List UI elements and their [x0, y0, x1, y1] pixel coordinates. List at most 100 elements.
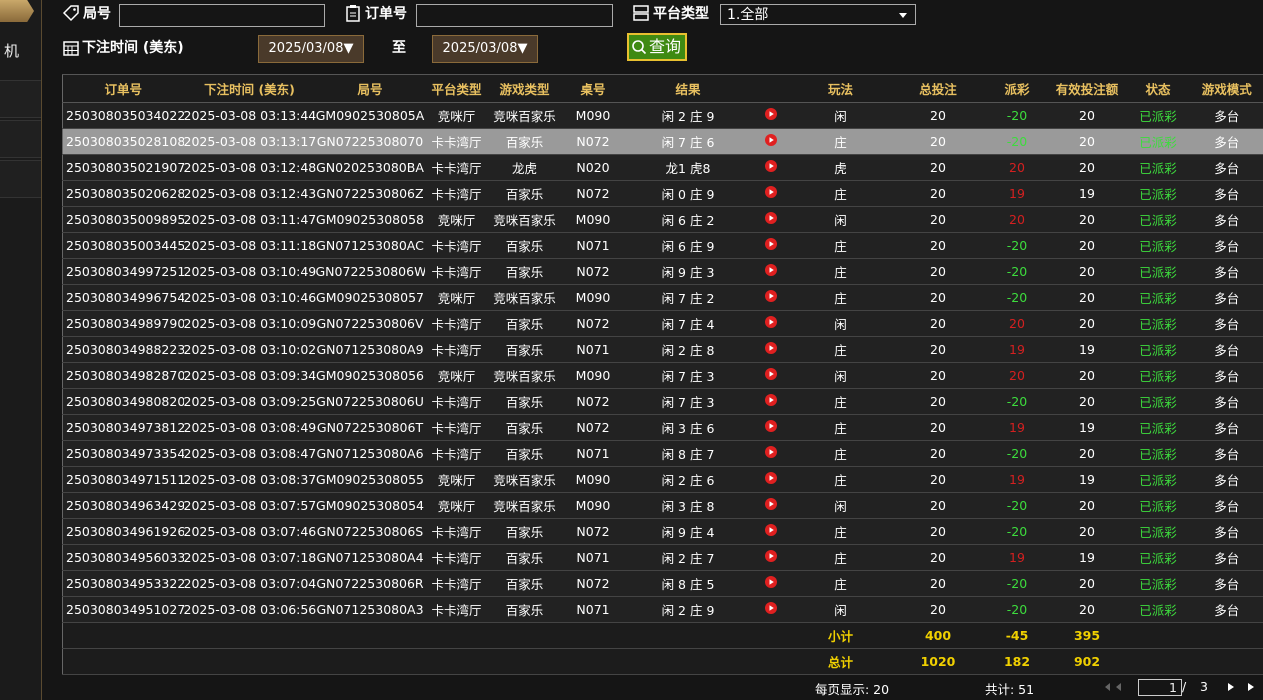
- table-cell: 250308034963429: [62, 492, 184, 519]
- table-cell: 闲 7 庄 6: [625, 128, 751, 155]
- summary-label: 小计: [790, 622, 891, 649]
- per-page: 每页显示: 20: [815, 682, 890, 697]
- order-input[interactable]: [416, 4, 613, 27]
- play-icon[interactable]: [764, 550, 777, 562]
- table-row: 250308035021907 2025-03-08 03:12:48 GN0202…: [62, 154, 1263, 181]
- play-icon[interactable]: [764, 264, 777, 276]
- table-row: 250308034996754 2025-03-08 03:10:46 GM0902…: [62, 284, 1263, 311]
- table-cell: 竞咪百家乐: [488, 466, 561, 493]
- summary-cell: [62, 648, 184, 675]
- table-cell: 卡卡湾厅: [424, 544, 489, 571]
- table-cell: 多台: [1190, 570, 1263, 597]
- round-label: 局号: [83, 6, 111, 22]
- round-input[interactable]: [119, 4, 325, 27]
- play-icon[interactable]: [764, 160, 777, 172]
- table-cell: 闲 7 庄 2: [625, 284, 751, 311]
- play-icon[interactable]: [764, 186, 777, 198]
- table-row: 250308034982870 2025-03-08 03:09:34 GM0902…: [62, 362, 1263, 389]
- table-cell: 已派彩: [1125, 492, 1191, 519]
- column-header: 下注时间 (美东): [183, 74, 316, 103]
- sidebar-item[interactable]: 机: [4, 42, 20, 60]
- replay-cell: [750, 206, 791, 233]
- table-cell: 250308035009895: [62, 206, 184, 233]
- play-icon[interactable]: [764, 238, 777, 250]
- page-input[interactable]: 1: [1138, 679, 1182, 696]
- summary-cell: [315, 622, 425, 649]
- table-cell: 卡卡湾厅: [424, 154, 489, 181]
- select-arrow: [899, 13, 907, 18]
- table-cell: 250308035003445: [62, 232, 184, 259]
- sidebar-item[interactable]: [0, 120, 41, 158]
- table-cell: 闲 8 庄 7: [625, 440, 751, 467]
- play-icon[interactable]: [764, 472, 777, 484]
- table-row: 250308034973354 2025-03-08 03:08:47 GN0712…: [62, 440, 1263, 467]
- table-cell: 2025-03-08 03:09:25: [183, 388, 316, 415]
- summary-row: 总计 1020 182 902: [62, 648, 1263, 675]
- play-icon[interactable]: [764, 446, 777, 458]
- table-cell: 2025-03-08 03:06:56: [183, 596, 316, 623]
- play-icon[interactable]: [764, 212, 777, 224]
- table-cell: N072: [560, 258, 626, 285]
- play-icon[interactable]: [764, 420, 777, 432]
- table-cell: 20: [890, 336, 986, 363]
- table-cell: 2025-03-08 03:10:09: [183, 310, 316, 337]
- table-cell: 已派彩: [1125, 570, 1191, 597]
- table-cell: 卡卡湾厅: [424, 388, 489, 415]
- play-icon[interactable]: [764, 108, 777, 120]
- to-label: 至: [392, 40, 406, 56]
- table-cell: 250308034961926: [62, 518, 184, 545]
- table-cell: 多台: [1190, 154, 1263, 181]
- table-cell: 已派彩: [1125, 180, 1191, 207]
- table-cell: 多台: [1190, 440, 1263, 467]
- summary-payout: 182: [985, 648, 1049, 675]
- sidebar-item[interactable]: [0, 80, 41, 118]
- play-icon[interactable]: [764, 498, 777, 510]
- table-cell: 竞咪厅: [424, 102, 489, 129]
- play-icon[interactable]: [764, 576, 777, 588]
- nav-prev[interactable]: [1105, 683, 1121, 691]
- table-cell: 20: [1048, 128, 1126, 155]
- table-cell: 百家乐: [488, 128, 561, 155]
- page-count: 3: [1200, 679, 1208, 694]
- search-button[interactable]: 查询: [627, 33, 688, 61]
- nav-next[interactable]: [1228, 683, 1254, 691]
- play-icon[interactable]: [764, 316, 777, 328]
- platform-select[interactable]: 1.全部: [720, 4, 916, 25]
- date-from[interactable]: 2025/03/08▼: [258, 35, 364, 63]
- table-cell: 闲 2 庄 6: [625, 466, 751, 493]
- table-cell: 已派彩: [1125, 154, 1191, 181]
- table-cell: 庄: [790, 180, 891, 207]
- table-cell: 20: [890, 414, 986, 441]
- play-icon[interactable]: [764, 524, 777, 536]
- table-cell: N020: [560, 154, 626, 181]
- replay-cell: [750, 570, 791, 597]
- play-icon[interactable]: [764, 342, 777, 354]
- sidebar-item[interactable]: [0, 160, 41, 198]
- play-icon[interactable]: [764, 394, 777, 406]
- table-cell: 20: [890, 596, 986, 623]
- next-page[interactable]: [1228, 683, 1234, 691]
- table-cell: 已派彩: [1125, 518, 1191, 545]
- sidebar-tab[interactable]: [0, 0, 34, 22]
- play-icon[interactable]: [764, 368, 777, 380]
- table-row: 250308034988223 2025-03-08 03:10:02 GN0712…: [62, 336, 1263, 363]
- last-page[interactable]: [1248, 683, 1254, 691]
- replay-cell: [750, 388, 791, 415]
- prev-page[interactable]: [1116, 683, 1121, 691]
- replay-cell: [750, 336, 791, 363]
- table-cell: 闲 2 庄 8: [625, 336, 751, 363]
- first-page[interactable]: [1105, 683, 1110, 691]
- date-to[interactable]: 2025/03/08▼: [432, 35, 538, 63]
- table-cell: 多台: [1190, 258, 1263, 285]
- play-icon[interactable]: [764, 134, 777, 146]
- table-cell: 19: [985, 544, 1049, 571]
- table-cell: M090: [560, 362, 626, 389]
- table-cell: 卡卡湾厅: [424, 518, 489, 545]
- play-icon[interactable]: [764, 290, 777, 302]
- play-icon[interactable]: [764, 602, 777, 614]
- table-cell: 卡卡湾厅: [424, 440, 489, 467]
- table-cell: 多台: [1190, 596, 1263, 623]
- summary-payout: -45: [985, 622, 1049, 649]
- table-cell: 20: [1048, 310, 1126, 337]
- table-cell: 19: [1048, 336, 1126, 363]
